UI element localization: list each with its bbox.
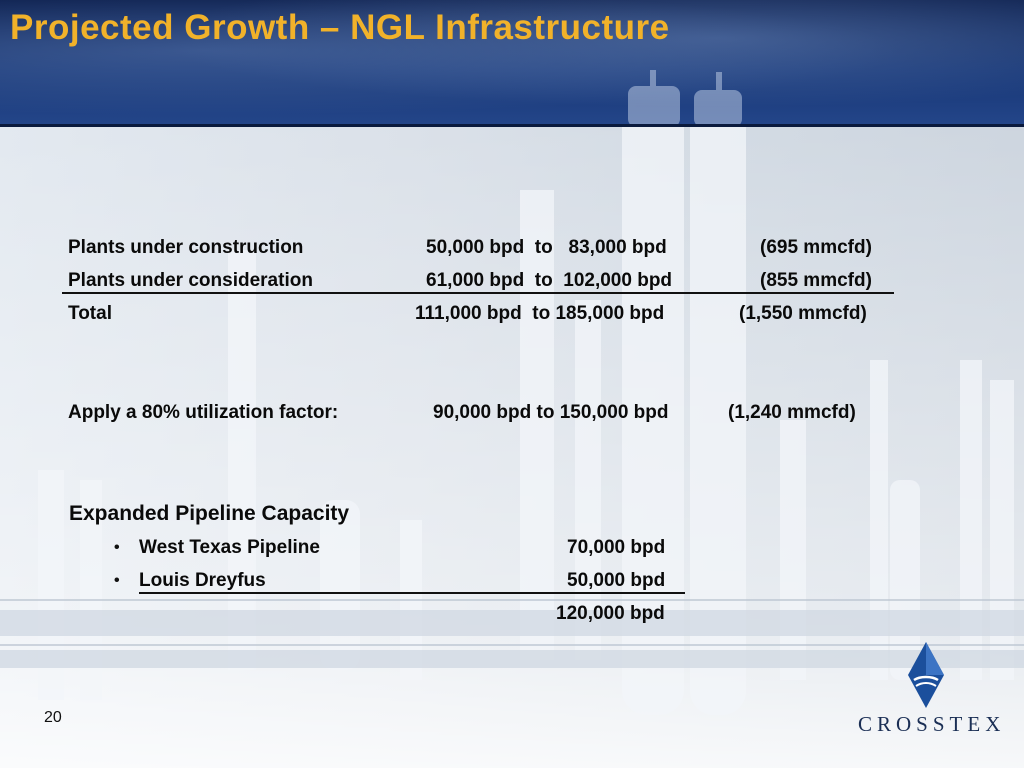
pipeline-sum-rule: [139, 592, 685, 594]
crosstex-logo-text: CROSSTEX: [858, 712, 1006, 736]
crosstex-logo-icon: [908, 642, 944, 708]
row-gas-total: (1,550 mmcfd): [739, 303, 867, 324]
pipeline-heading: Expanded Pipeline Capacity: [69, 502, 350, 525]
header-band: Projected Growth – NGL Infrastructure: [0, 0, 1024, 127]
row-label-consideration: Plants under consideration: [68, 270, 313, 291]
bullet-icon: •: [114, 572, 120, 589]
pipeline-value-louis-dreyfus: 50,000 bpd: [567, 570, 666, 591]
utilization-range: 90,000 bpd to 150,000 bpd: [433, 402, 669, 423]
row-range-construction: 50,000 bpd to 83,000 bpd: [426, 237, 667, 258]
row-label-construction: Plants under construction: [68, 237, 304, 258]
slide-title: Projected Growth – NGL Infrastructure: [10, 8, 670, 47]
row-range-consideration: 61,000 bpd to 102,000 bpd: [426, 270, 673, 291]
page-number: 20: [44, 709, 62, 726]
pipeline-value-west-texas: 70,000 bpd: [567, 537, 666, 558]
utilization-gas: (1,240 mmcfd): [728, 402, 856, 423]
pipeline-total: 120,000 bpd: [556, 603, 665, 624]
total-divider-rule: [62, 292, 894, 294]
row-gas-consideration: (855 mmcfd): [760, 270, 872, 291]
bullet-icon: •: [114, 539, 120, 556]
pipeline-item-louis-dreyfus: Louis Dreyfus: [139, 570, 266, 591]
utilization-label: Apply a 80% utilization factor:: [68, 402, 339, 423]
header-towers-decoration: [628, 70, 742, 127]
pipeline-item-west-texas: West Texas Pipeline: [139, 537, 320, 558]
row-label-total: Total: [68, 303, 112, 324]
row-gas-construction: (695 mmcfd): [760, 237, 872, 258]
row-range-total: 111,000 bpd to 185,000 bpd: [415, 303, 665, 324]
